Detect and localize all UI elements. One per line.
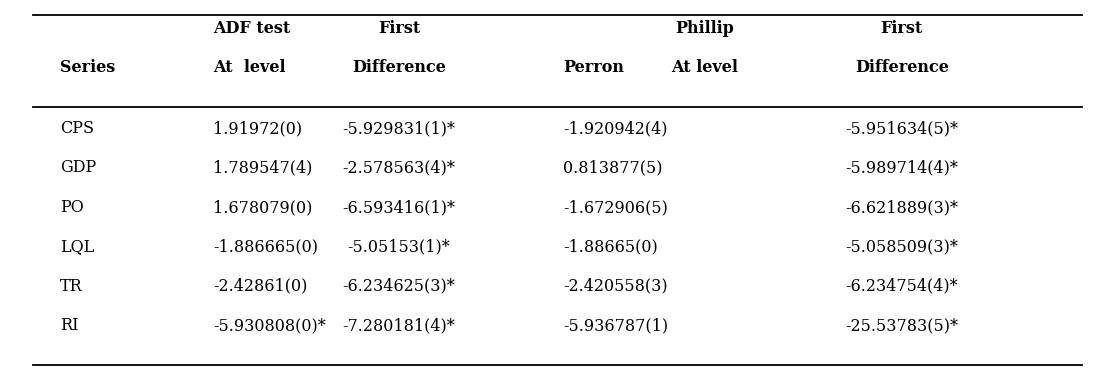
Text: Phillip: Phillip [675,20,734,37]
Text: At  level: At level [213,59,285,76]
Text: -2.420558(3): -2.420558(3) [563,278,668,295]
Text: -5.058509(3)*: -5.058509(3)* [845,238,959,255]
Text: 0.813877(5): 0.813877(5) [563,159,662,176]
Text: -5.05153(1)*: -5.05153(1)* [348,238,450,255]
Text: Difference: Difference [352,59,446,76]
Text: RI: RI [60,317,79,334]
Text: 1.678079(0): 1.678079(0) [213,199,313,216]
Text: -5.951634(5)*: -5.951634(5)* [845,120,959,137]
Text: 1.91972(0): 1.91972(0) [213,120,303,137]
Text: -6.234625(3)*: -6.234625(3)* [342,278,456,295]
Text: -6.593416(1)*: -6.593416(1)* [342,199,456,216]
Text: PO: PO [60,199,84,216]
Text: -5.930808(0)*: -5.930808(0)* [213,317,326,334]
Text: Perron: Perron [563,59,624,76]
Text: -2.42861(0): -2.42861(0) [213,278,307,295]
Text: -6.234754(4)*: -6.234754(4)* [845,278,959,295]
Text: -1.88665(0): -1.88665(0) [563,238,658,255]
Text: -6.621889(3)*: -6.621889(3)* [845,199,959,216]
Text: -5.989714(4)*: -5.989714(4)* [845,159,959,176]
Text: Difference: Difference [855,59,949,76]
Text: -7.280181(4)*: -7.280181(4)* [342,317,456,334]
Text: ADF test: ADF test [213,20,291,37]
Text: -25.53783(5)*: -25.53783(5)* [845,317,959,334]
Text: -5.936787(1): -5.936787(1) [563,317,668,334]
Text: -1.672906(5): -1.672906(5) [563,199,668,216]
Text: 1.789547(4): 1.789547(4) [213,159,313,176]
Text: Series: Series [60,59,116,76]
Text: At level: At level [671,59,739,76]
Text: GDP: GDP [60,159,96,176]
Text: First: First [881,20,922,37]
Text: LQL: LQL [60,238,94,255]
Text: -1.920942(4): -1.920942(4) [563,120,668,137]
Text: -1.886665(0): -1.886665(0) [213,238,318,255]
Text: -2.578563(4)*: -2.578563(4)* [342,159,456,176]
Text: First: First [378,20,420,37]
Text: -5.929831(1)*: -5.929831(1)* [342,120,456,137]
Text: TR: TR [60,278,83,295]
Text: CPS: CPS [60,120,94,137]
